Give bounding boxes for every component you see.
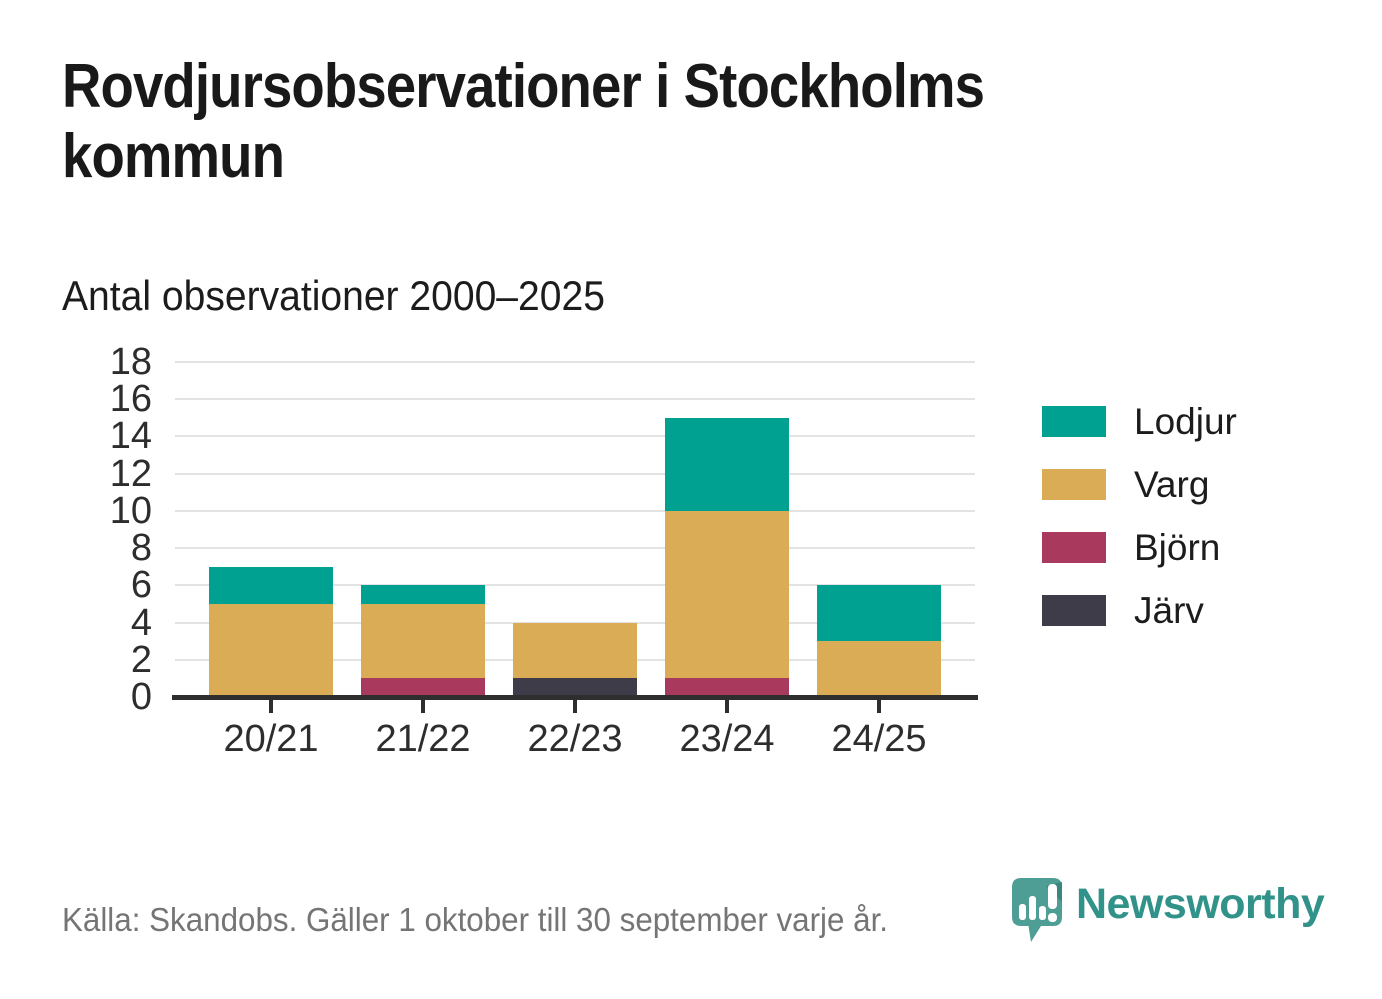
legend-item-järv: Järv bbox=[1042, 592, 1237, 629]
y-tick-label: 4 bbox=[130, 601, 152, 644]
newsworthy-logo-text: Newsworthy bbox=[1076, 880, 1325, 928]
bar-segment-varg bbox=[665, 510, 789, 679]
legend-label: Varg bbox=[1134, 464, 1210, 505]
x-tick bbox=[725, 700, 729, 713]
gridline bbox=[175, 509, 975, 512]
y-tick-label: 2 bbox=[130, 638, 152, 681]
x-axis-line bbox=[172, 695, 978, 700]
bar-segment-varg bbox=[209, 603, 333, 697]
gridline bbox=[175, 621, 975, 624]
x-tick bbox=[573, 700, 577, 713]
bar-20-21 bbox=[195, 362, 347, 697]
legend-label: Björn bbox=[1134, 527, 1221, 568]
newsworthy-logo: Newsworthy bbox=[1010, 876, 1325, 946]
x-tick bbox=[269, 700, 273, 713]
y-tick-label: 14 bbox=[109, 415, 152, 458]
y-tick-label: 8 bbox=[130, 527, 152, 570]
gridline bbox=[175, 584, 975, 587]
bar-22-23 bbox=[499, 362, 651, 697]
bar-21-22 bbox=[347, 362, 499, 697]
bar-segment-björn bbox=[665, 678, 789, 697]
legend-item-varg: Varg bbox=[1042, 466, 1237, 503]
chart-title: Rovdjursobservationer i Stockholms kommu… bbox=[62, 52, 985, 191]
legend-swatch bbox=[1042, 595, 1106, 626]
legend-item-lodjur: Lodjur bbox=[1042, 403, 1237, 440]
newsworthy-logo-icon bbox=[1012, 878, 1062, 942]
y-tick-label: 16 bbox=[109, 378, 152, 421]
gridline bbox=[175, 361, 975, 363]
bar-24-25 bbox=[803, 362, 955, 697]
bar-23-24 bbox=[651, 362, 803, 697]
legend-swatch bbox=[1042, 532, 1106, 563]
gridline bbox=[175, 472, 975, 475]
gridline bbox=[175, 547, 975, 550]
bar-segment-järv bbox=[513, 678, 637, 697]
bars-group bbox=[195, 362, 955, 697]
legend-label: Järv bbox=[1134, 590, 1204, 631]
y-tick-label: 12 bbox=[109, 452, 152, 495]
legend-swatch bbox=[1042, 469, 1106, 500]
legend-swatch bbox=[1042, 406, 1106, 437]
y-tick-label: 6 bbox=[130, 564, 152, 607]
chart-subtitle: Antal observationer 2000–2025 bbox=[62, 272, 605, 319]
x-tick-label: 22/23 bbox=[527, 718, 623, 760]
x-tick-label: 20/21 bbox=[223, 718, 319, 760]
bar-segment-björn bbox=[361, 678, 485, 697]
x-tick-label: 24/25 bbox=[831, 718, 927, 760]
bar-segment-lodjur bbox=[665, 417, 789, 511]
gridline bbox=[175, 398, 975, 401]
bar-segment-varg bbox=[361, 603, 485, 679]
bar-segment-lodjur bbox=[817, 585, 941, 642]
x-tick bbox=[877, 700, 881, 713]
legend: Lodjur Varg Björn Järv bbox=[1042, 403, 1237, 655]
gridline bbox=[175, 435, 975, 438]
legend-item-björn: Björn bbox=[1042, 529, 1237, 566]
bar-segment-lodjur bbox=[361, 585, 485, 604]
y-tick-label: 0 bbox=[130, 676, 152, 718]
x-tick-label: 21/22 bbox=[375, 718, 471, 760]
x-tick-label: 23/24 bbox=[679, 718, 775, 760]
source-note: Källa: Skandobs. Gäller 1 oktober till 3… bbox=[62, 901, 888, 938]
bar-segment-varg bbox=[817, 641, 941, 697]
x-tick bbox=[421, 700, 425, 713]
plot-area bbox=[175, 361, 975, 697]
y-tick-label: 10 bbox=[109, 489, 152, 532]
y-tick-label: 18 bbox=[109, 341, 152, 383]
bar-segment-lodjur bbox=[209, 566, 333, 604]
bar-segment-varg bbox=[513, 622, 637, 679]
legend-label: Lodjur bbox=[1134, 401, 1237, 442]
